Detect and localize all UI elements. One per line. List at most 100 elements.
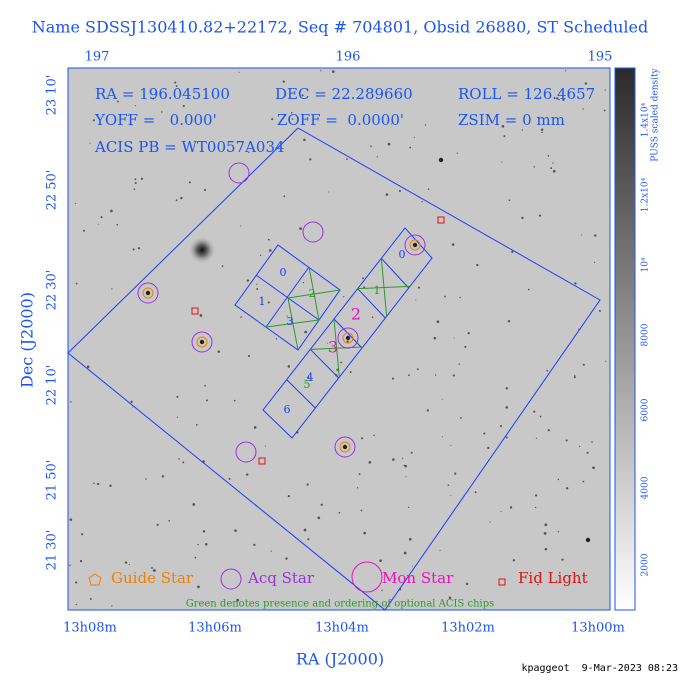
star xyxy=(86,365,90,369)
star xyxy=(346,340,349,343)
star xyxy=(521,129,523,131)
star xyxy=(221,265,224,267)
star xyxy=(535,437,538,439)
colorbar-tick-label: 6000 xyxy=(641,398,651,421)
star xyxy=(178,458,180,460)
star xyxy=(360,509,363,512)
star xyxy=(370,145,372,147)
star xyxy=(501,124,505,128)
star xyxy=(307,538,310,541)
sky-image xyxy=(67,67,611,611)
left-tick-label: 21 50' xyxy=(45,460,60,501)
star xyxy=(509,506,513,509)
star xyxy=(306,483,309,486)
left-tick-label: 22 30' xyxy=(45,270,60,311)
info-text: ACIS PB = WT0057A034 xyxy=(94,138,285,156)
star xyxy=(391,377,395,380)
chip-edge xyxy=(286,379,316,409)
star xyxy=(202,530,206,533)
star xyxy=(79,559,83,563)
star xyxy=(483,432,486,435)
guide-star xyxy=(339,441,351,453)
star xyxy=(405,476,407,478)
star xyxy=(512,559,516,562)
star xyxy=(70,401,72,403)
guide-star-symbol xyxy=(88,573,102,586)
guide-star xyxy=(409,239,421,251)
star xyxy=(287,494,290,498)
star xyxy=(500,510,502,512)
star xyxy=(303,528,307,532)
star xyxy=(267,238,270,241)
chip-edge xyxy=(309,348,340,379)
star xyxy=(309,158,312,161)
top-tick-label: 196 xyxy=(336,50,361,65)
star xyxy=(538,214,542,217)
star xyxy=(439,549,441,551)
star xyxy=(558,98,560,101)
star xyxy=(505,406,509,409)
guide-star xyxy=(142,287,154,299)
star xyxy=(195,423,198,426)
star xyxy=(556,97,559,100)
star xyxy=(467,332,470,335)
star xyxy=(489,521,491,523)
star xyxy=(447,484,450,486)
star xyxy=(83,229,85,232)
star xyxy=(527,288,530,291)
left-tick-label: 22 50' xyxy=(45,170,60,211)
star xyxy=(307,376,310,379)
star xyxy=(127,115,129,117)
star xyxy=(75,282,78,285)
mon-star-symbol xyxy=(351,561,383,593)
star xyxy=(132,248,135,251)
star xyxy=(240,316,242,318)
star xyxy=(534,506,537,509)
star xyxy=(552,162,554,164)
star xyxy=(328,191,330,193)
star xyxy=(205,399,208,402)
star xyxy=(317,516,321,520)
fid-light xyxy=(258,457,266,465)
star xyxy=(345,335,351,341)
star xyxy=(586,451,589,454)
colorbar-tick-label: 4000 xyxy=(641,476,651,499)
star xyxy=(547,428,550,432)
star xyxy=(604,89,606,91)
star xyxy=(176,395,179,398)
star xyxy=(256,288,259,290)
star xyxy=(320,503,323,506)
star xyxy=(448,596,452,600)
colorbar-tick-label: 1.4x10⁴ xyxy=(641,102,651,137)
star xyxy=(256,283,258,285)
star xyxy=(238,71,240,73)
star xyxy=(403,551,407,555)
star xyxy=(441,436,443,438)
star xyxy=(503,135,506,138)
star xyxy=(441,398,443,400)
star xyxy=(269,249,272,252)
acq-star xyxy=(404,234,426,256)
star xyxy=(338,511,341,514)
star xyxy=(501,161,503,163)
galaxy xyxy=(188,236,216,264)
star xyxy=(452,374,455,377)
star xyxy=(368,461,372,464)
star xyxy=(458,363,460,365)
star xyxy=(394,578,397,580)
star xyxy=(291,118,294,120)
star xyxy=(116,223,119,226)
star xyxy=(362,277,365,280)
star xyxy=(579,583,581,585)
acq-star xyxy=(235,441,257,463)
left-tick-label: 21 30' xyxy=(45,530,60,571)
star xyxy=(552,169,556,173)
star xyxy=(302,281,305,284)
star xyxy=(199,339,205,345)
star xyxy=(402,457,404,459)
star xyxy=(117,100,119,103)
star xyxy=(282,80,285,83)
star xyxy=(410,451,413,454)
star xyxy=(152,569,156,572)
star xyxy=(521,216,524,220)
